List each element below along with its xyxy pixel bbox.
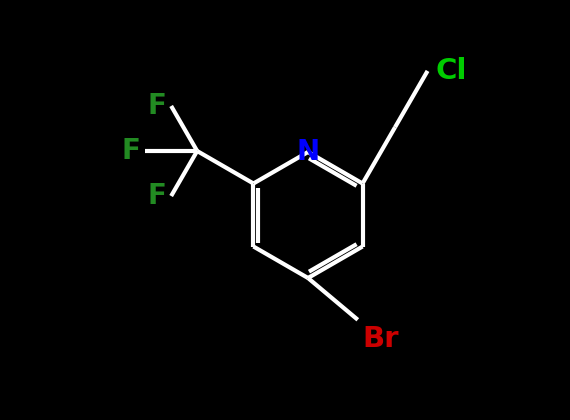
Text: F: F xyxy=(147,182,166,210)
Text: F: F xyxy=(147,92,166,120)
Text: Cl: Cl xyxy=(435,57,467,85)
Text: Br: Br xyxy=(363,325,400,353)
Text: F: F xyxy=(121,137,140,165)
Text: N: N xyxy=(296,138,320,166)
